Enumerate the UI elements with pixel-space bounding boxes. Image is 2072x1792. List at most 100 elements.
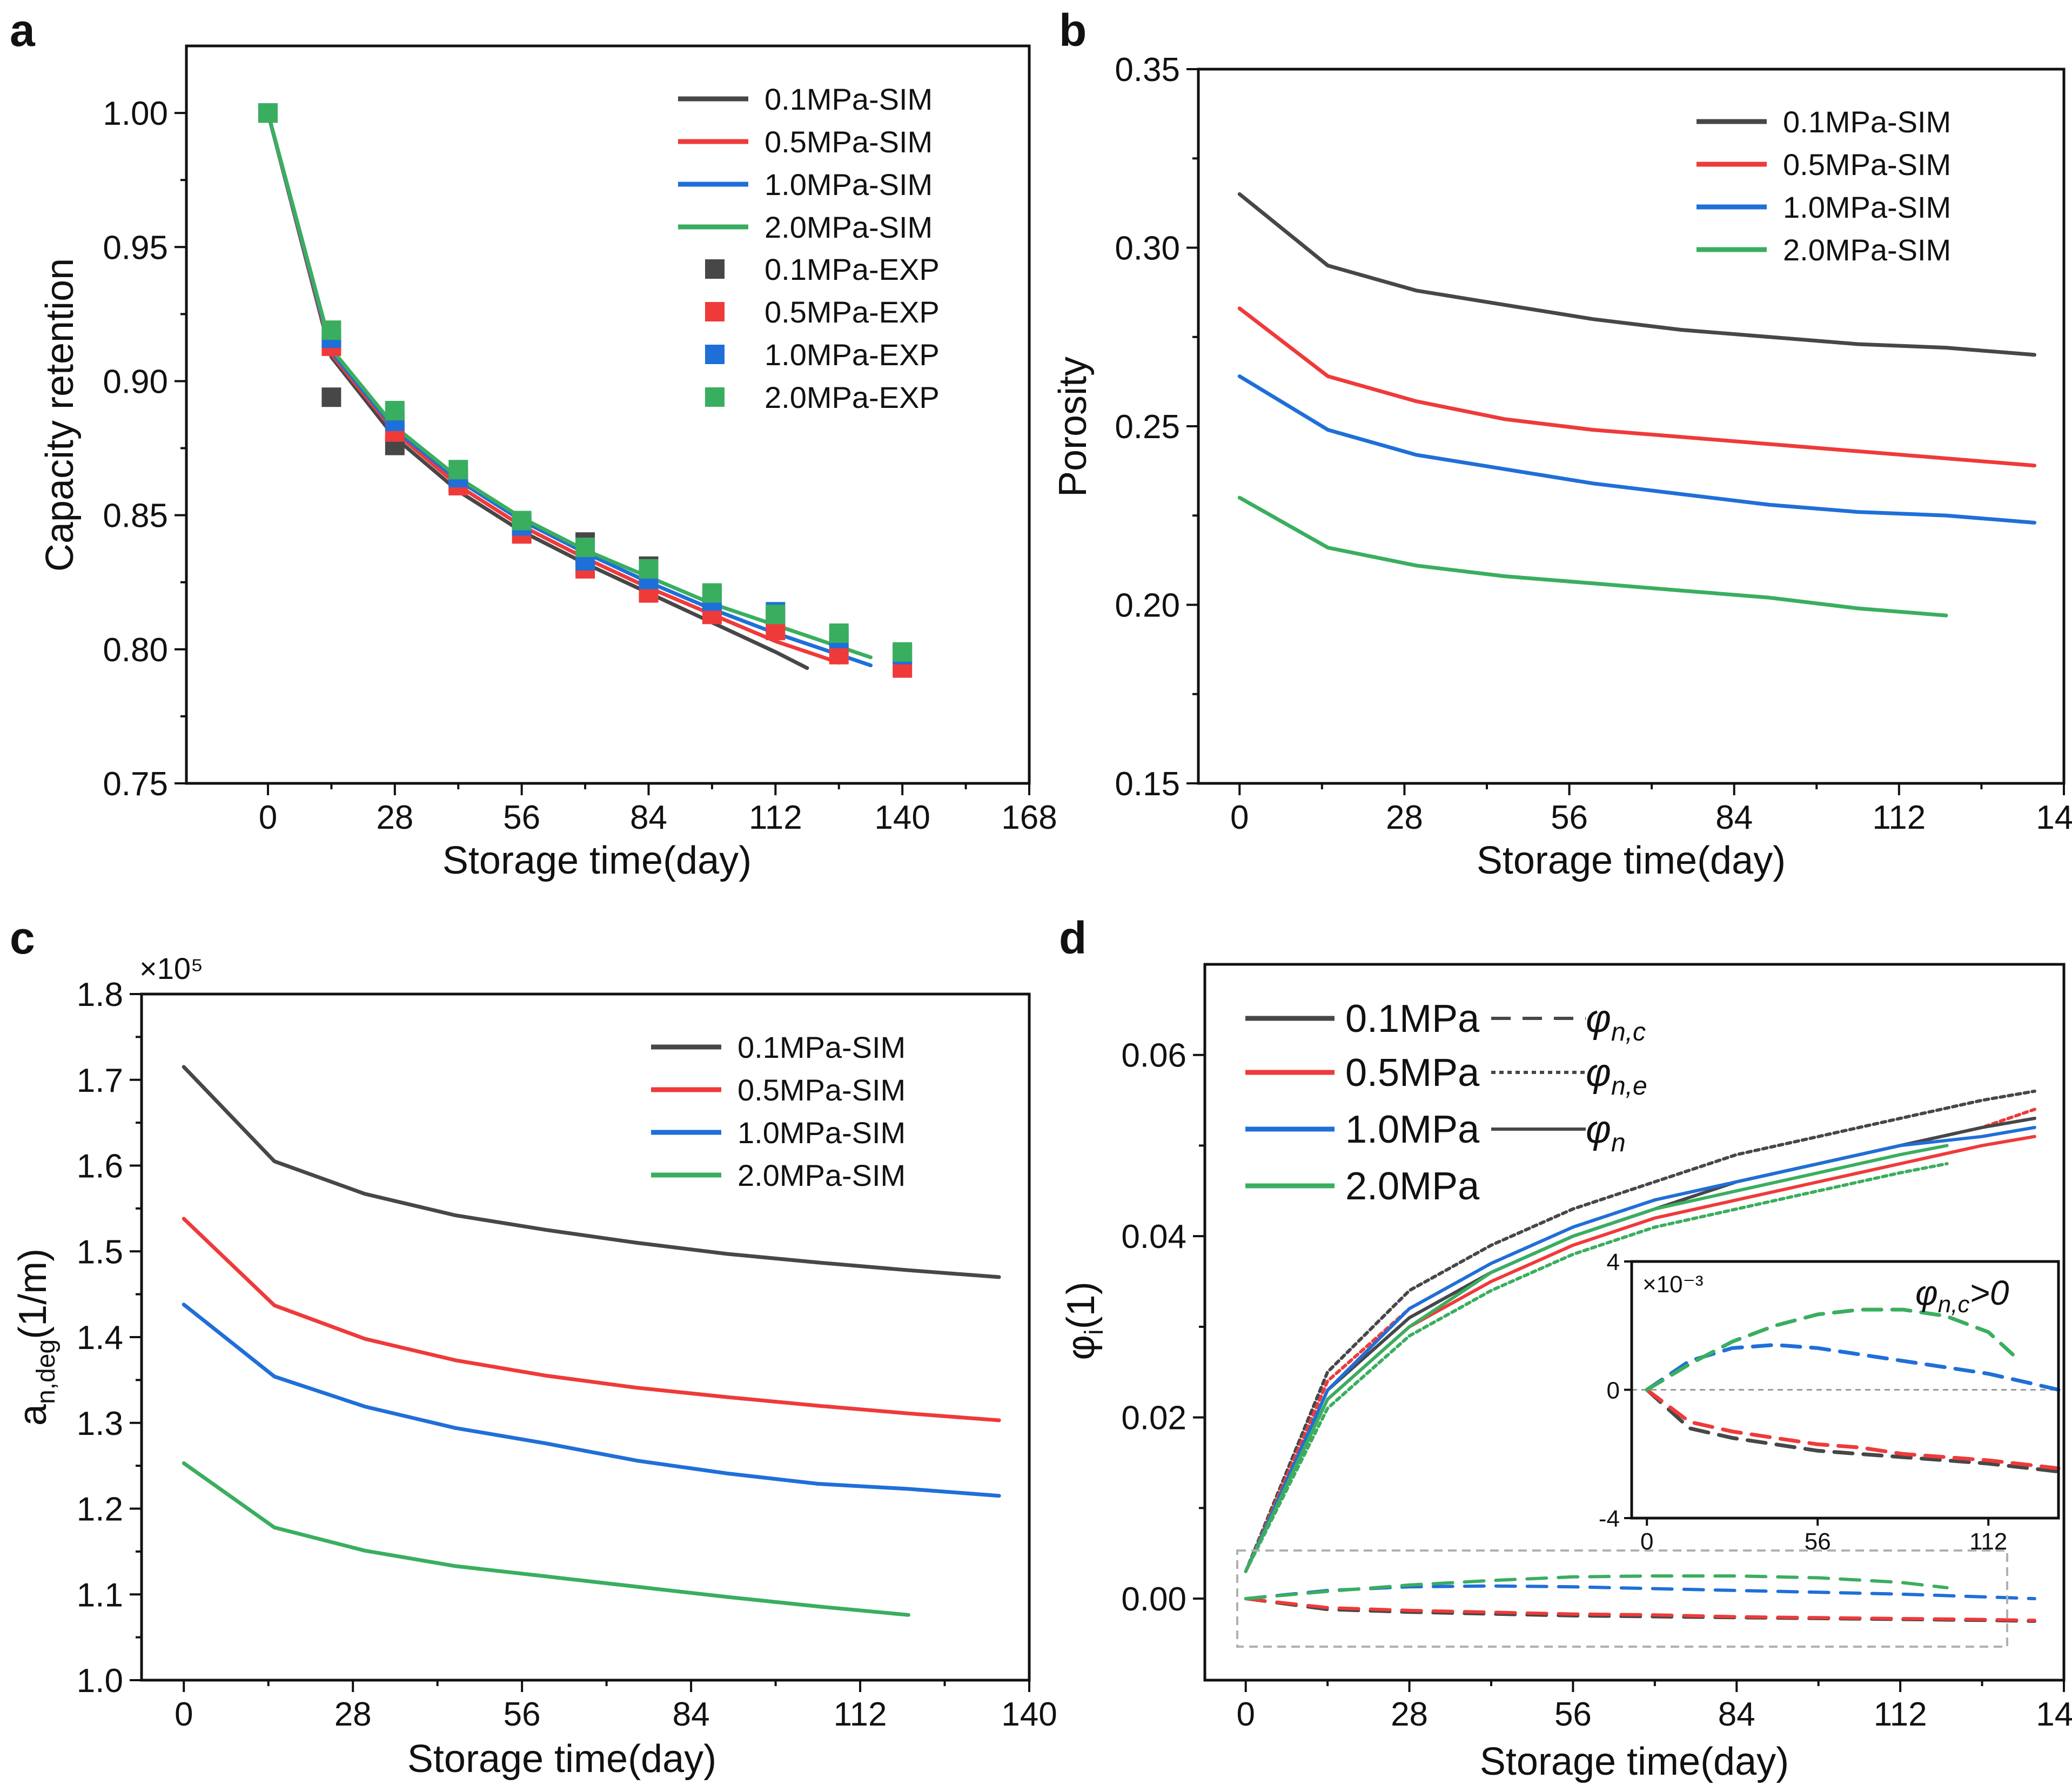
series-line-0.1MPa-SIM bbox=[182, 1065, 1001, 1279]
data-point-2.0MPa-EXP bbox=[639, 559, 659, 579]
legend-label-2.0MPa-SIM: 2.0MPa-SIM bbox=[737, 1158, 906, 1192]
inset-plot-area bbox=[1632, 1307, 2061, 1474]
x-tick-label: 56 bbox=[504, 1696, 541, 1733]
panel-a-legend: 0.1MPa-SIM 0.5MPa-SIM 1.0MPa-SIM 2.0MPa-… bbox=[678, 82, 940, 414]
panel-d-frame bbox=[1203, 963, 2066, 1682]
data-point-2.0MPa-EXP bbox=[321, 320, 341, 340]
legend-label-1.0MPa: 1.0MPa bbox=[1345, 1108, 1480, 1151]
series-line-2.0MPa-φn,e bbox=[1244, 1162, 1949, 1573]
legend-marker-0.1MPa-EXP bbox=[705, 259, 725, 279]
y-tick-label: 0.20 bbox=[1115, 587, 1180, 625]
inset-ticks: 0 56 112 -4 0 4 bbox=[1599, 1249, 2007, 1555]
data-point-2.0MPa-EXP bbox=[448, 460, 468, 480]
panel-d-y-title-sub: i bbox=[1080, 1329, 1109, 1335]
inset-annotation: φn,c>0 bbox=[1915, 1273, 2009, 1318]
x-tick-label: 140 bbox=[1001, 1696, 1057, 1733]
x-tick-label: 56 bbox=[503, 799, 540, 836]
inset-annotation-rest: >0 bbox=[1969, 1273, 2009, 1312]
y-tick-label: 1.6 bbox=[77, 1148, 123, 1185]
inset-y-tick-label: 0 bbox=[1607, 1378, 1620, 1404]
legend-label-0.1MPa: 0.1MPa bbox=[1345, 997, 1480, 1041]
y-tick-label: 0.80 bbox=[103, 632, 168, 669]
panel-d-y-title-unit: (1) bbox=[1060, 1281, 1103, 1329]
legend-label-2.0MPa: 2.0MPa bbox=[1345, 1165, 1480, 1208]
y-tick-label: 1.2 bbox=[77, 1491, 123, 1528]
series-line-2.0MPa-SIM bbox=[182, 1461, 910, 1617]
x-tick-label: 28 bbox=[376, 799, 413, 836]
legend-marker-1.0MPa-EXP bbox=[705, 345, 725, 364]
series-line-1.0MPa-SIM bbox=[182, 1303, 1001, 1498]
panel-label-c: c bbox=[10, 912, 35, 963]
legend-label-2.0MPa-EXP: 2.0MPa-EXP bbox=[765, 380, 940, 414]
panel-d-y-axis-title: φi(1) bbox=[1060, 1281, 1109, 1360]
legend-label-2.0MPa-SIM: 2.0MPa-SIM bbox=[765, 210, 933, 244]
series-line-0.5MPa-SIM bbox=[1237, 306, 2036, 468]
inset-multiplier: ×10⁻³ bbox=[1642, 1271, 1704, 1298]
series-line-1.0MPa-φn,c bbox=[1244, 1584, 2036, 1601]
y-tick-label: 1.4 bbox=[77, 1319, 123, 1357]
x-tick-label: 168 bbox=[1001, 799, 1057, 836]
series-line-2.0MPa-SIM bbox=[1237, 495, 1948, 618]
legend-label-2.0MPa-SIM: 2.0MPa-SIM bbox=[1783, 233, 1951, 267]
legend-label-phi-n: φn bbox=[1586, 1108, 1626, 1157]
panel-c-plot-area bbox=[182, 1065, 1001, 1617]
panel-a-plot-area bbox=[258, 103, 913, 678]
x-tick-label: 0 bbox=[1230, 799, 1249, 836]
panel-c: c ×10⁵ 0 28 56 84 112 140 1.0 1.1 1.2 1.3 1.4 1.5 1.… bbox=[10, 912, 1057, 1781]
x-tick-label: 0 bbox=[1236, 1696, 1255, 1733]
legend-marker-0.5MPa-EXP bbox=[705, 302, 725, 321]
panel-b-x-axis-title: Storage time(day) bbox=[1477, 839, 1786, 882]
legend-label-phi-ne: φn,e bbox=[1586, 1051, 1647, 1100]
legend-label-0.1MPa-SIM: 0.1MPa-SIM bbox=[765, 82, 933, 116]
series-line-0.1MPa-SIM bbox=[266, 111, 809, 670]
y-tick-label: 0.95 bbox=[103, 229, 168, 266]
data-point-2.0MPa-EXP bbox=[766, 605, 786, 625]
panel-c-y-title-sub: n,deg bbox=[32, 1339, 61, 1404]
inset-x-tick-label: 56 bbox=[1805, 1528, 1831, 1555]
panel-b-ticks: 0 28 56 84 112 140 0.15 0.20 0.25 0.30 0.35 bbox=[1115, 51, 2072, 836]
inset-series-0.5MPa bbox=[1645, 1388, 2061, 1471]
y-tick-label: 0.02 bbox=[1121, 1400, 1186, 1437]
x-tick-label: 84 bbox=[673, 1696, 710, 1733]
data-point-2.0MPa-EXP bbox=[893, 642, 913, 662]
panel-a: a 0 28 56 84 112 140 168 0.75 0.80 0.85 0.90 0.95 1.… bbox=[10, 5, 1057, 882]
panel-c-y-multiplier: ×10⁵ bbox=[139, 951, 203, 985]
legend-phi-ne-sub: n,e bbox=[1611, 1072, 1647, 1100]
legend-label-0.5MPa-EXP: 0.5MPa-EXP bbox=[765, 295, 940, 329]
x-tick-label: 84 bbox=[1715, 799, 1753, 836]
legend-phi-n-sub: n bbox=[1611, 1129, 1626, 1157]
legend-label-0.5MPa-SIM: 0.5MPa-SIM bbox=[737, 1073, 906, 1107]
y-tick-label: 0.00 bbox=[1121, 1581, 1186, 1618]
legend-label-phi-nc: φn,c bbox=[1586, 997, 1646, 1046]
series-line-2.0MPa-φn bbox=[1244, 1144, 1949, 1573]
panel-b-y-axis-title: Porosity bbox=[1051, 357, 1095, 497]
x-tick-label: 140 bbox=[2036, 1696, 2072, 1733]
y-tick-label: 1.8 bbox=[77, 976, 123, 1014]
data-point-2.0MPa-EXP bbox=[385, 401, 405, 421]
legend-label-0.1MPa-SIM: 0.1MPa-SIM bbox=[737, 1030, 906, 1064]
y-tick-label: 1.1 bbox=[77, 1576, 123, 1614]
panel-a-y-axis-title: Capacity retention bbox=[38, 258, 82, 572]
legend-label-1.0MPa-SIM: 1.0MPa-SIM bbox=[1783, 190, 1951, 224]
inset-annotation-symbol: φ bbox=[1915, 1273, 1938, 1312]
y-tick-label: 0.30 bbox=[1115, 230, 1180, 267]
y-tick-label: 0.06 bbox=[1121, 1037, 1186, 1075]
inset-y-tick-label: -4 bbox=[1599, 1506, 1620, 1532]
data-point-2.0MPa-EXP bbox=[702, 583, 722, 603]
panel-label-d: d bbox=[1059, 912, 1087, 963]
y-tick-label: 0.15 bbox=[1115, 766, 1180, 803]
legend-label-0.5MPa-SIM: 0.5MPa-SIM bbox=[1783, 147, 1951, 182]
panel-label-a: a bbox=[10, 5, 36, 56]
y-tick-label: 0.35 bbox=[1115, 51, 1180, 89]
panel-c-y-title-unit: (1/m) bbox=[11, 1249, 55, 1339]
panel-b-legend: 0.1MPa-SIM 0.5MPa-SIM 1.0MPa-SIM 2.0MPa-… bbox=[1697, 105, 1951, 267]
y-tick-label: 0.90 bbox=[103, 363, 168, 400]
panel-c-legend: 0.1MPa-SIM 0.5MPa-SIM 1.0MPa-SIM 2.0MPa-… bbox=[651, 1030, 906, 1192]
legend-label-1.0MPa-SIM: 1.0MPa-SIM bbox=[765, 167, 933, 202]
series-line-0.1MPa-φn,c bbox=[1244, 1597, 2036, 1623]
y-tick-label: 1.00 bbox=[103, 95, 168, 132]
inset-x-tick-label: 0 bbox=[1640, 1528, 1653, 1555]
inset-annotation-sub: n,c bbox=[1938, 1291, 1970, 1318]
panel-b-plot-area bbox=[1237, 192, 2036, 618]
